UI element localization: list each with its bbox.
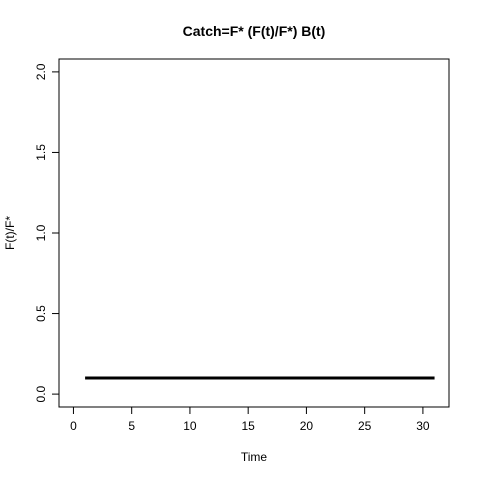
x-tick-label: 30: [416, 419, 430, 433]
chart-title: Catch=F* (F(t)/F*) B(t): [183, 23, 326, 39]
y-axis: 0.0 0.5 1.0 1.5 2.0: [34, 63, 60, 402]
x-tick-label: 5: [128, 419, 135, 433]
y-tick-label: 2.0: [34, 63, 48, 80]
y-tick-label: 0.5: [34, 305, 48, 322]
x-axis-label: Time: [241, 450, 268, 464]
x-tick-label: 20: [300, 419, 314, 433]
x-axis: 0 5 10 15 20 25 30: [70, 406, 430, 433]
y-tick-label: 0.0: [34, 385, 48, 402]
x-tick-label: 25: [358, 419, 372, 433]
x-tick-label: 10: [183, 419, 197, 433]
x-tick-label: 0: [70, 419, 77, 433]
y-tick-label: 1.0: [34, 224, 48, 241]
plot-frame: [58, 58, 450, 408]
x-tick-label: 15: [241, 419, 255, 433]
y-axis-label: F(t)/F*: [3, 216, 17, 250]
y-tick-label: 1.5: [34, 144, 48, 161]
